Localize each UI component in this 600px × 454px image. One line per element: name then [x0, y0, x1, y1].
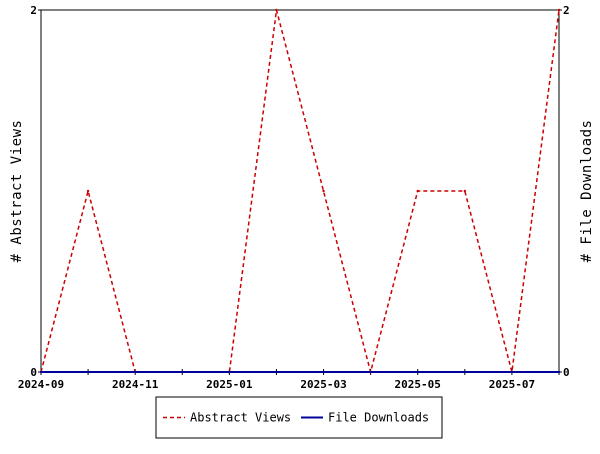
series-layer — [39, 8, 561, 375]
data-point-file-downloads — [228, 370, 231, 374]
series-abstract-views — [39, 8, 561, 375]
y-tick-label: 2 — [30, 4, 37, 17]
y2-axis-title: # File Downloads — [579, 120, 595, 263]
x-axis-ticks: 2024-09 2024-11 2025-01 2025-03 2025-05 2025-… — [18, 369, 560, 391]
data-point-abstract-views — [86, 189, 90, 193]
data-point-abstract-views — [463, 189, 467, 193]
x-tick-label: 2024-09 — [18, 378, 64, 391]
y-axis-ticks: 0 2 0 2 — [30, 4, 569, 379]
data-point-file-downloads — [463, 370, 467, 374]
data-point-file-downloads — [510, 370, 514, 374]
legend: Abstract Views File Downloads — [155, 396, 443, 439]
x-tick-label: 2025-05 — [395, 378, 441, 391]
data-point-abstract-views — [416, 189, 419, 193]
data-point-file-downloads — [557, 370, 561, 374]
y-tick-label: 0 — [30, 366, 37, 379]
data-point-file-downloads — [322, 370, 325, 374]
y2-tick-label: 0 — [563, 366, 570, 379]
x-tick-label: 2024-11 — [112, 378, 159, 391]
series-file-downloads — [39, 370, 561, 374]
series-line-abstract-views — [40, 9, 560, 375]
legend-label: Abstract Views — [190, 411, 291, 425]
data-point-abstract-views — [275, 8, 278, 12]
x-tick-label: 2025-03 — [300, 378, 346, 391]
data-point-file-downloads — [133, 370, 137, 374]
y2-tick-label: 2 — [563, 4, 570, 17]
data-point-file-downloads — [181, 370, 184, 374]
data-point-file-downloads — [275, 370, 278, 374]
data-point-file-downloads — [39, 370, 43, 374]
data-point-file-downloads — [416, 370, 419, 374]
data-point-abstract-views — [322, 189, 325, 193]
plot-border — [40, 9, 560, 373]
data-point-file-downloads — [86, 370, 90, 374]
x-tick-label: 2025-07 — [489, 378, 535, 391]
data-point-abstract-views — [557, 8, 561, 12]
plot-area-frame — [40, 9, 560, 373]
x-tick-label: 2025-01 — [206, 378, 253, 391]
legend-box — [155, 396, 443, 439]
data-point-file-downloads — [369, 370, 372, 374]
y-axis-title: # Abstract Views — [9, 120, 25, 263]
axis-titles: # Abstract Views # File Downloads — [9, 120, 595, 263]
legend-label: File Downloads — [328, 411, 429, 425]
